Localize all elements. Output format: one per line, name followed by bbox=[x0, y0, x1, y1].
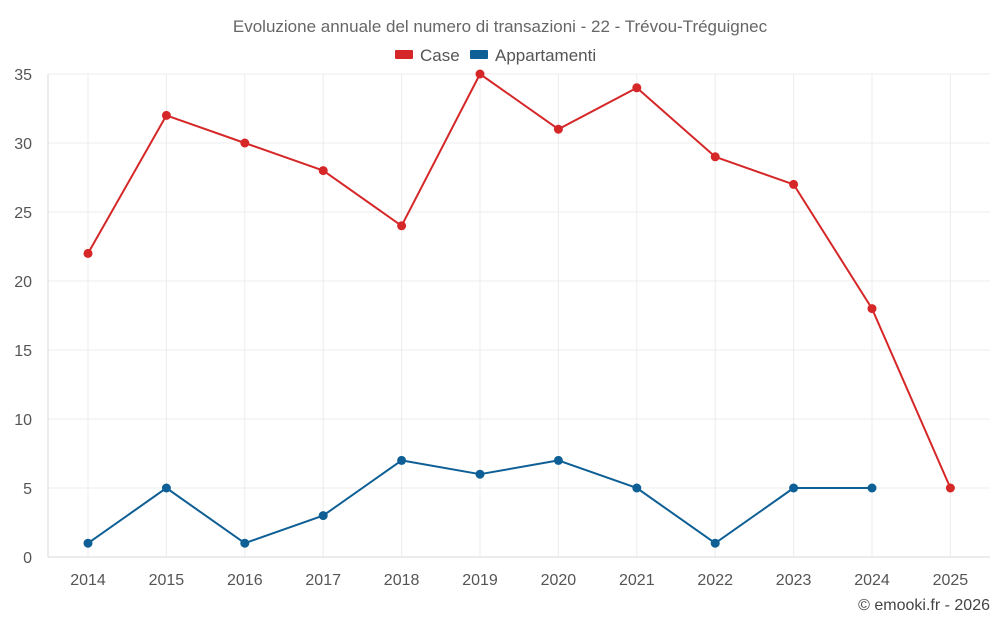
data-point[interactable] bbox=[397, 221, 407, 231]
x-tick-label: 2019 bbox=[462, 572, 498, 589]
x-tick-label: 2014 bbox=[70, 572, 106, 589]
data-point[interactable] bbox=[710, 538, 720, 548]
data-point[interactable] bbox=[632, 83, 642, 93]
data-point[interactable] bbox=[553, 124, 563, 134]
data-point[interactable] bbox=[710, 152, 720, 162]
legend-swatch bbox=[395, 50, 413, 59]
data-point[interactable] bbox=[83, 538, 93, 548]
x-tick-label: 2022 bbox=[697, 572, 733, 589]
y-tick-label: 35 bbox=[14, 67, 32, 84]
y-tick-label: 20 bbox=[14, 274, 32, 291]
data-point[interactable] bbox=[240, 138, 250, 148]
data-point[interactable] bbox=[397, 455, 407, 465]
x-tick-label: 2020 bbox=[541, 572, 577, 589]
data-point[interactable] bbox=[240, 538, 250, 548]
x-tick-label: 2017 bbox=[305, 572, 341, 589]
legend-item-case[interactable]: Case bbox=[395, 46, 460, 65]
data-point[interactable] bbox=[161, 483, 171, 493]
data-point[interactable] bbox=[789, 483, 799, 493]
y-tick-label: 30 bbox=[14, 136, 32, 153]
data-point[interactable] bbox=[83, 248, 93, 258]
data-point[interactable] bbox=[867, 483, 877, 493]
x-tick-label: 2025 bbox=[933, 572, 969, 589]
data-point[interactable] bbox=[475, 69, 485, 79]
x-tick-label: 2021 bbox=[619, 572, 655, 589]
y-tick-label: 15 bbox=[14, 343, 32, 360]
legend: Case Appartamenti bbox=[395, 46, 596, 65]
x-tick-label: 2024 bbox=[854, 572, 890, 589]
y-tick-label: 5 bbox=[23, 481, 32, 498]
chart-title: Evoluzione annuale del numero di transaz… bbox=[233, 17, 768, 36]
legend-item-appartamenti[interactable]: Appartamenti bbox=[470, 46, 596, 65]
credit-text: © emooki.fr - 2026 bbox=[858, 597, 990, 614]
x-tick-label: 2015 bbox=[149, 572, 185, 589]
legend-swatch bbox=[470, 50, 488, 59]
data-point[interactable] bbox=[632, 483, 642, 493]
data-point[interactable] bbox=[553, 455, 563, 465]
data-point[interactable] bbox=[318, 511, 328, 521]
data-point[interactable] bbox=[318, 166, 328, 176]
data-point[interactable] bbox=[789, 179, 799, 189]
data-point[interactable] bbox=[475, 469, 485, 479]
legend-label: Case bbox=[420, 46, 460, 65]
x-tick-label: 2016 bbox=[227, 572, 263, 589]
grid bbox=[48, 73, 990, 558]
y-tick-label: 10 bbox=[14, 412, 32, 429]
data-point[interactable] bbox=[867, 304, 877, 314]
legend-label: Appartamenti bbox=[495, 46, 596, 65]
data-point[interactable] bbox=[161, 110, 171, 120]
x-tick-label: 2023 bbox=[776, 572, 812, 589]
y-tick-label: 25 bbox=[14, 205, 32, 222]
series-line bbox=[87, 73, 952, 489]
series bbox=[83, 69, 955, 548]
series-case bbox=[83, 69, 955, 493]
data-point[interactable] bbox=[945, 483, 955, 493]
y-tick-label: 0 bbox=[23, 550, 32, 567]
series-appartamenti bbox=[83, 455, 877, 548]
x-tick-label: 2018 bbox=[384, 572, 420, 589]
